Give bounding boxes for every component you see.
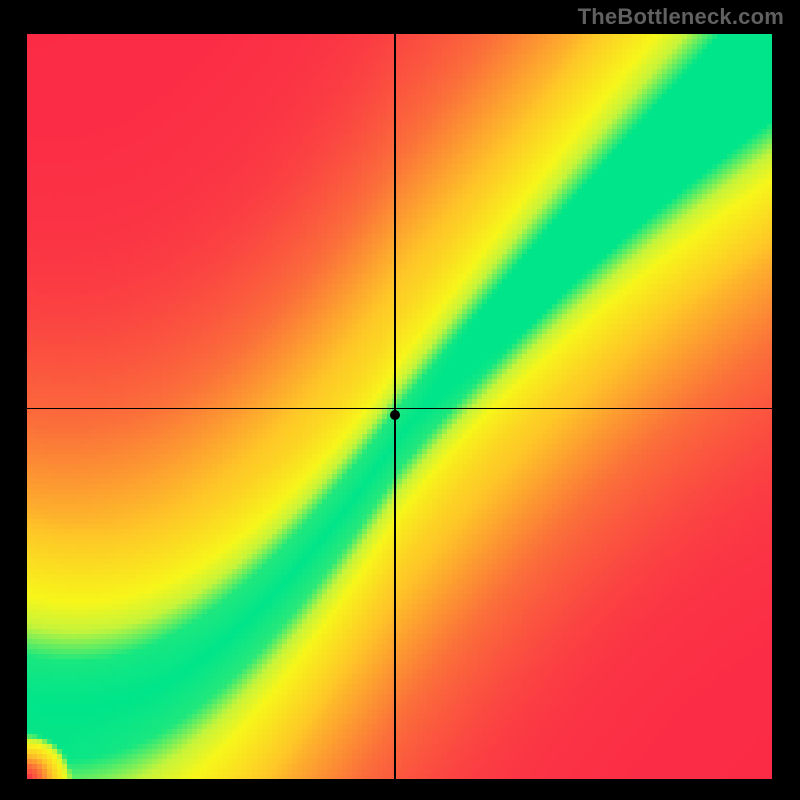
bottleneck-heatmap <box>27 34 772 779</box>
watermark-text: TheBottleneck.com <box>578 4 784 30</box>
chart-frame: { "type": "heatmap", "source_watermark":… <box>0 0 800 800</box>
